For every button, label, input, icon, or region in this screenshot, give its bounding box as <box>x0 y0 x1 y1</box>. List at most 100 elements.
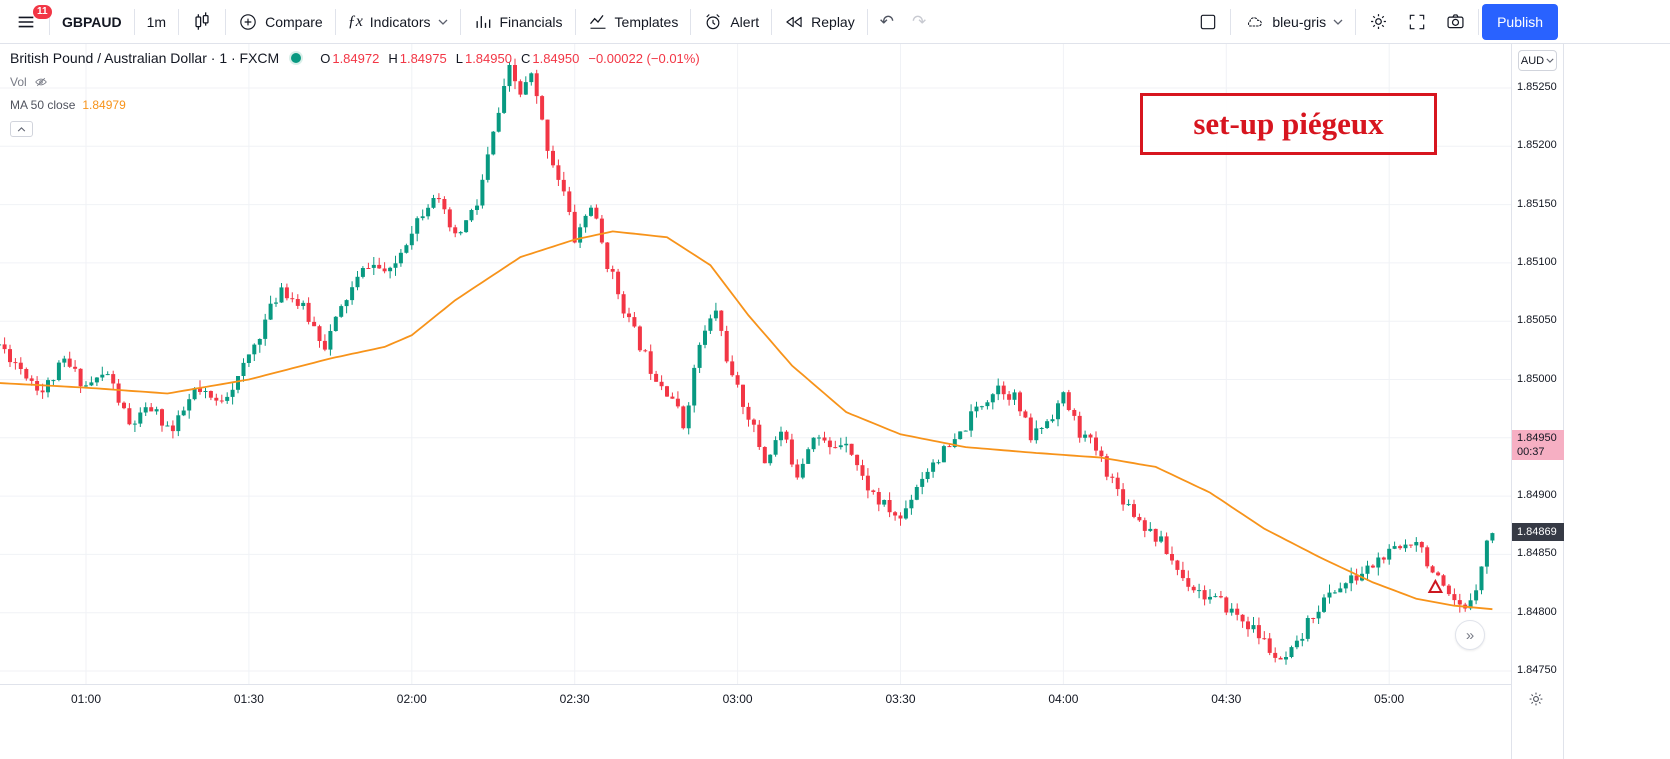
legend-title-row: British Pound / Australian Dollar · 1 · … <box>10 50 700 66</box>
ma-value: 1.84979 <box>82 98 126 112</box>
chevron-down-icon <box>1333 19 1343 25</box>
separator <box>133 8 135 35</box>
ohlc-low-label: L <box>455 50 463 66</box>
ohlc-open-label: O <box>320 50 331 66</box>
separator <box>574 8 576 35</box>
market-status-dot <box>291 53 302 63</box>
notification-badge: 11 <box>33 4 52 19</box>
fx-icon: ƒx <box>347 12 363 30</box>
currency-label: AUD <box>1520 54 1545 67</box>
time-axis[interactable]: 01:00 01:30 02:00 02:30 03:00 03:30 04:00 04:30… <box>0 684 1511 713</box>
separator <box>334 8 336 35</box>
price-axis-label: 1.85200 <box>1517 139 1557 152</box>
ma-50-line[interactable] <box>0 230 1493 611</box>
candlestick-icon <box>195 11 209 30</box>
chart-pane[interactable]: British Pound / Australian Dollar · 1 · … <box>0 44 1511 759</box>
separator <box>1230 8 1232 35</box>
ma-legend-row[interactable]: MA 50 close 1.84979 <box>10 98 700 112</box>
settings-button[interactable] <box>1359 4 1398 40</box>
time-axis-label: 03:30 <box>885 692 916 706</box>
templates-button[interactable]: Templates <box>579 4 688 40</box>
gear-icon <box>1529 692 1543 706</box>
publish-button[interactable]: Publish <box>1482 3 1558 40</box>
volume-legend-row[interactable]: Vol <box>10 75 700 89</box>
chart-legend: British Pound / Australian Dollar · 1 · … <box>10 50 700 137</box>
time-axis-label: 03:00 <box>722 692 753 706</box>
ohlc-close-value: 1.84950 <box>532 50 580 66</box>
undo-icon: ↶ <box>879 11 894 31</box>
redo-button[interactable]: ↷ <box>903 4 935 40</box>
alarm-clock-icon <box>706 13 721 29</box>
eye-off-icon[interactable] <box>33 75 49 89</box>
ohlc-open-value: 1.84972 <box>332 50 380 66</box>
price-axis-label: 1.85000 <box>1517 372 1557 385</box>
ma-label: MA 50 close <box>10 98 76 112</box>
separator <box>178 8 180 35</box>
cloud-layout-button[interactable]: bleu-gris <box>1234 4 1352 40</box>
price-axis-label: 1.85100 <box>1517 255 1557 268</box>
ohlc-high-label: H <box>388 50 398 66</box>
legend-collapse-button[interactable] <box>10 121 33 137</box>
cloud-icon <box>1248 16 1263 27</box>
time-axis-label: 04:30 <box>1211 692 1242 706</box>
financials-label: Financials <box>499 13 563 30</box>
time-axis-label: 01:30 <box>233 692 264 706</box>
time-axis-label: 02:30 <box>559 692 590 706</box>
axis-settings-button[interactable] <box>1527 690 1545 711</box>
alert-button[interactable]: Alert <box>694 4 768 40</box>
replay-button[interactable]: Replay <box>775 4 864 40</box>
replay-label: Replay <box>811 13 855 30</box>
indicators-button[interactable]: ƒx Indicators <box>339 4 457 40</box>
indicators-label: Indicators <box>369 13 431 30</box>
price-axis-label: 1.85050 <box>1517 314 1557 327</box>
snapshot-button[interactable] <box>1436 4 1475 40</box>
countdown-price: 1.84950 <box>1517 431 1557 444</box>
chevron-down-icon <box>1546 58 1554 63</box>
main-menu-button[interactable]: 11 <box>6 4 52 40</box>
currency-toggle-button[interactable]: AUD <box>1518 50 1557 71</box>
right-panel-collapsed <box>1563 44 1670 759</box>
hamburger-icon <box>18 16 34 27</box>
annotation-text-box[interactable]: set-up piégeux <box>1140 93 1437 155</box>
separator <box>225 8 227 35</box>
undo-button[interactable]: ↶ <box>871 4 903 40</box>
price-change-value: −0.00022 (−0.01%) <box>588 50 700 66</box>
separator <box>1355 8 1357 35</box>
symbol-label: GBPAUD <box>62 13 122 30</box>
last-price-badge: 1.84869 <box>1512 523 1564 542</box>
compare-label: Compare <box>265 13 323 30</box>
candles-layer <box>0 58 1495 665</box>
candlestick-chart[interactable] <box>0 44 1511 684</box>
price-axis[interactable]: AUD 1.84950 00:37 1.84869 1.85250 1.85200… <box>1511 44 1564 759</box>
separator <box>49 8 50 35</box>
ohlc-low-value: 1.84950 <box>464 50 512 66</box>
interval-button[interactable]: 1m <box>138 4 175 40</box>
separator <box>690 8 692 35</box>
alert-label: Alert <box>730 13 760 30</box>
expand-panel-button[interactable]: » <box>1455 620 1485 650</box>
separator <box>1478 8 1480 35</box>
time-axis-label: 01:00 <box>70 692 102 706</box>
volume-label: Vol <box>10 75 27 89</box>
triangle-marker[interactable] <box>1427 578 1444 593</box>
financials-button[interactable]: Financials <box>464 4 572 40</box>
time-axis-label: 04:00 <box>1048 692 1079 706</box>
annotation-text: set-up piégeux <box>1193 106 1384 141</box>
time-axis-label: 02:00 <box>396 692 427 706</box>
price-axis-label: 1.84900 <box>1517 489 1557 502</box>
chevron-up-icon <box>17 126 26 132</box>
price-axis-label: 1.85250 <box>1517 81 1557 93</box>
ohlc-close-label: C <box>520 50 531 66</box>
fullscreen-button[interactable] <box>1398 4 1436 40</box>
templates-label: Templates <box>614 13 679 30</box>
templates-icon <box>589 14 606 29</box>
chart-style-button[interactable] <box>182 4 222 40</box>
top-toolbar: 11 GBPAUD 1m Compare ƒx Indicators Finan… <box>0 0 1670 44</box>
compare-button[interactable]: Compare <box>229 4 332 40</box>
fullscreen-icon <box>1409 14 1425 29</box>
camera-icon <box>1447 14 1464 29</box>
symbol-search-button[interactable]: GBPAUD <box>53 4 131 40</box>
bar-chart-icon <box>476 15 490 28</box>
layout-select-button[interactable] <box>1189 4 1227 40</box>
bar-countdown: 00:37 <box>1517 445 1545 458</box>
